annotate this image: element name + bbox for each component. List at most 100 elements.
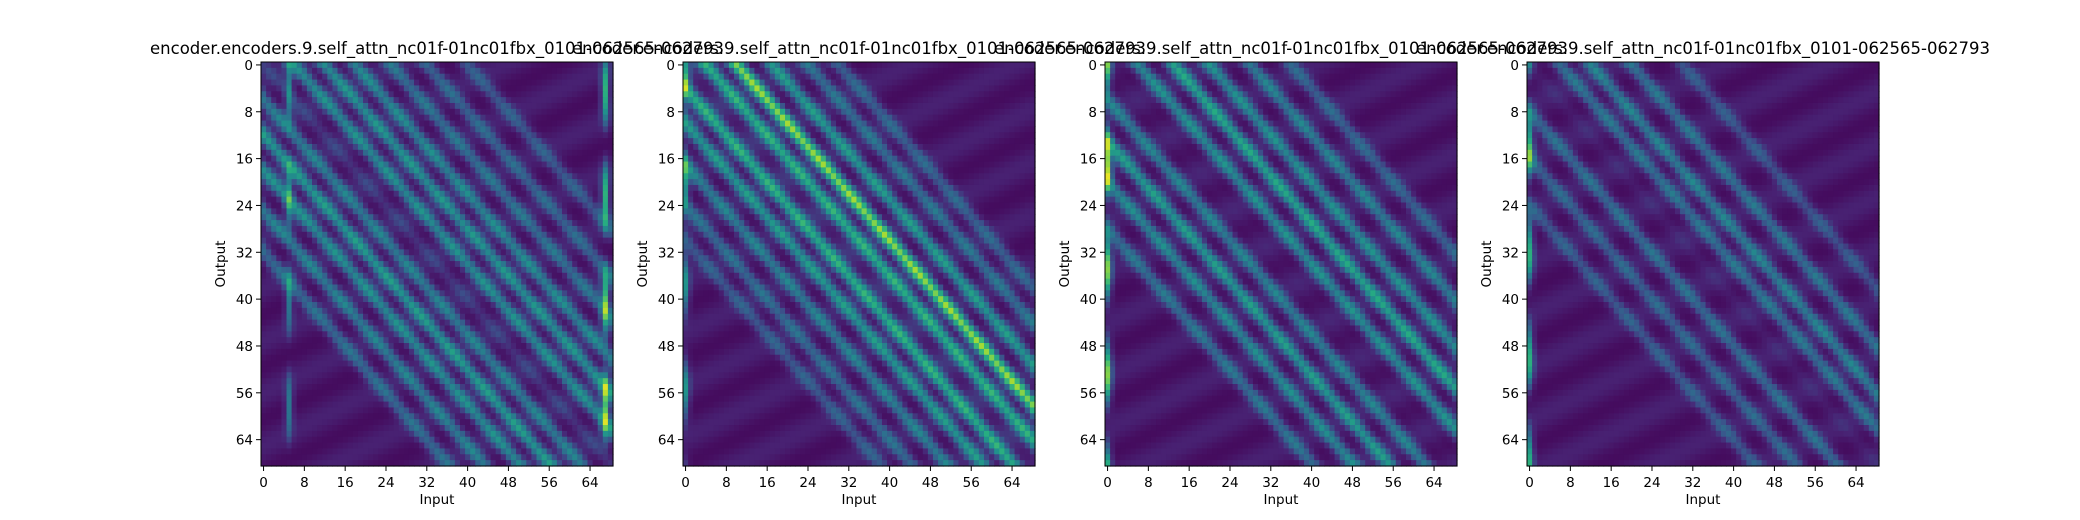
heatmap-cell — [510, 97, 517, 104]
heatmap-cell — [378, 389, 385, 397]
heatmap-cell — [505, 337, 512, 344]
heatmap-cell — [485, 448, 492, 455]
heatmap-cell — [459, 419, 466, 426]
heatmap-cell — [510, 272, 517, 280]
heatmap-cell — [342, 401, 349, 409]
heatmap-cell — [363, 179, 369, 186]
heatmap-cell — [291, 62, 298, 69]
heatmap-cell — [551, 126, 558, 133]
heatmap-cell — [592, 108, 599, 116]
heatmap-cell — [470, 91, 476, 98]
heatmap-cell — [531, 225, 538, 233]
heatmap-cell — [429, 114, 436, 122]
heatmap-cell — [602, 366, 609, 373]
heatmap-cell — [470, 143, 476, 151]
heatmap-cell — [541, 202, 548, 209]
heatmap-cell — [444, 454, 451, 461]
heatmap-cell — [470, 114, 476, 122]
heatmap-cell — [306, 85, 313, 92]
heatmap-cell — [419, 261, 425, 268]
heatmap-cell — [490, 184, 497, 192]
heatmap-cell — [597, 249, 604, 256]
heatmap-cell — [332, 360, 339, 368]
heatmap-cell — [363, 196, 369, 204]
heatmap-cell — [383, 407, 390, 414]
heatmap-cell — [526, 108, 532, 116]
heatmap-cell — [973, 62, 980, 69]
heatmap-cell — [327, 249, 334, 256]
heatmap-cell — [449, 354, 456, 362]
heatmap-cell — [480, 366, 487, 373]
heatmap-cell — [444, 384, 451, 391]
heatmap-cell — [261, 401, 267, 409]
heatmap-cell — [291, 114, 298, 122]
heatmap-cell — [592, 120, 599, 128]
heatmap-cell — [408, 343, 415, 350]
heatmap-cell — [414, 97, 420, 104]
heatmap-cell — [286, 395, 293, 403]
heatmap-cell — [475, 313, 481, 321]
heatmap-cell — [449, 419, 456, 426]
heatmap-cell — [607, 331, 614, 338]
heatmap-cell — [485, 460, 492, 467]
heatmap-cell — [1019, 62, 1026, 69]
heatmap-cell — [291, 313, 298, 321]
heatmap-cell — [470, 378, 476, 385]
y-tick-label: 56 — [236, 386, 253, 402]
heatmap-cell — [296, 155, 303, 163]
heatmap-cell — [434, 190, 441, 198]
heatmap-cell — [459, 79, 466, 87]
heatmap-cell — [373, 366, 379, 373]
heatmap-cell — [398, 325, 405, 332]
heatmap-cell — [312, 73, 318, 81]
heatmap-cell — [398, 196, 405, 204]
heatmap-cell — [449, 331, 456, 338]
heatmap-cell — [368, 313, 374, 321]
heatmap-cell — [296, 348, 303, 356]
heatmap-cell — [276, 73, 282, 81]
heatmap-cell — [597, 202, 604, 209]
heatmap-cell — [602, 85, 609, 92]
heatmap-cell — [475, 243, 481, 250]
heatmap-cell — [572, 190, 578, 198]
heatmap-cell — [429, 126, 436, 133]
heatmap-cell — [577, 384, 583, 391]
heatmap-cell — [607, 296, 614, 303]
heatmap-cell — [516, 337, 522, 344]
heatmap-cell — [546, 91, 553, 98]
heatmap-cell — [465, 255, 471, 262]
heatmap-cell — [312, 120, 318, 128]
heatmap-cell — [439, 108, 446, 116]
heatmap-cell — [556, 143, 563, 151]
heatmap-cell — [317, 155, 323, 163]
heatmap-cell — [577, 360, 583, 368]
heatmap-cell — [536, 67, 543, 75]
heatmap-cell — [556, 179, 563, 186]
heatmap-cell — [301, 202, 308, 209]
heatmap-cell — [465, 454, 471, 461]
heatmap-cell — [271, 425, 277, 432]
heatmap-cell — [419, 442, 425, 450]
heatmap-cell — [291, 343, 298, 350]
heatmap-cell — [572, 384, 578, 391]
heatmap-cell — [373, 67, 379, 75]
heatmap-cell — [480, 302, 487, 309]
heatmap-cell — [561, 67, 568, 75]
heatmap-cell — [383, 384, 390, 391]
heatmap-cell — [378, 372, 385, 379]
heatmap-cell — [459, 296, 466, 303]
heatmap-cell — [388, 389, 395, 397]
heatmap-cell — [597, 237, 604, 245]
heatmap-cell — [429, 220, 436, 227]
heatmap-cell — [271, 395, 277, 403]
heatmap-cell — [429, 190, 436, 198]
heatmap-cell — [572, 378, 578, 385]
heatmap-cell — [825, 67, 832, 75]
heatmap-cell — [505, 407, 512, 414]
heatmap-cell — [607, 231, 614, 239]
heatmap-cell — [531, 442, 538, 450]
heatmap-cell — [342, 354, 349, 362]
heatmap-cell — [281, 296, 288, 303]
heatmap-cell — [572, 214, 578, 221]
